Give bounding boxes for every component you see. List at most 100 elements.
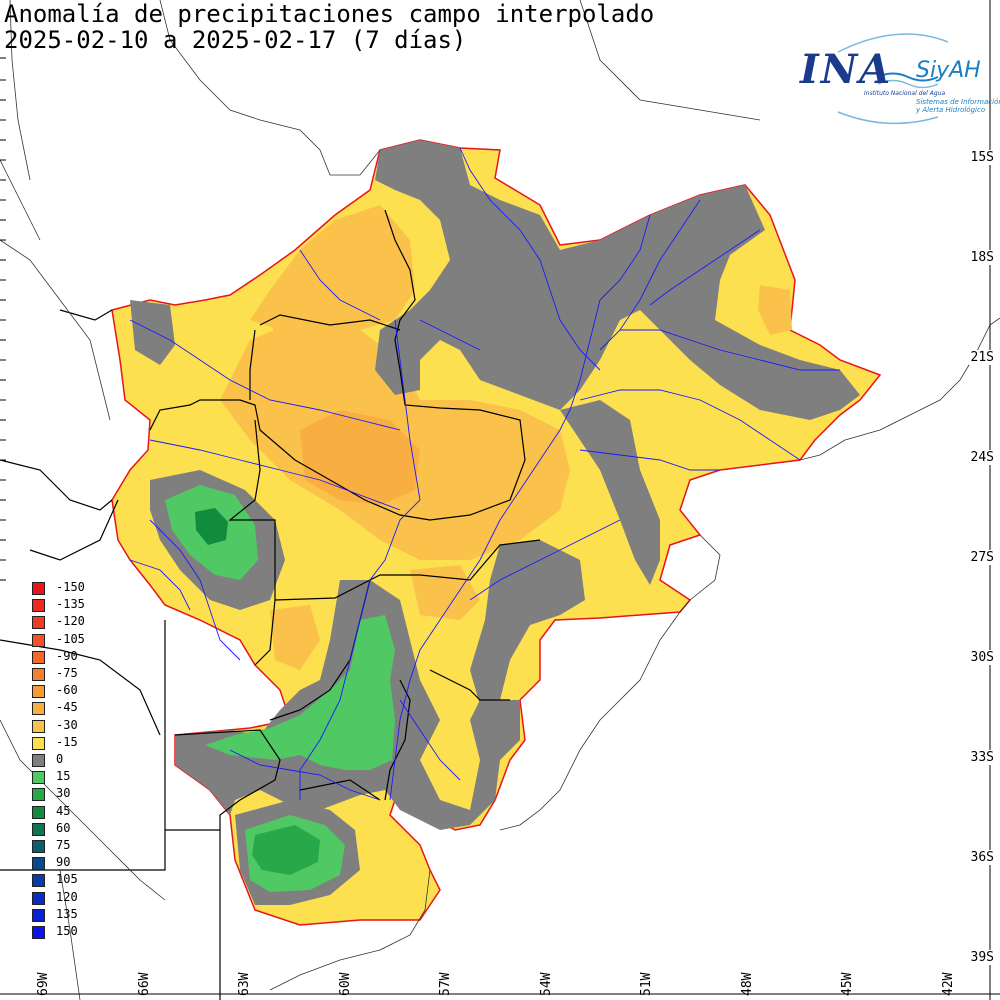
legend-label: -150 bbox=[56, 580, 85, 594]
legend-item: -15 bbox=[32, 735, 92, 752]
legend-swatch bbox=[32, 754, 45, 767]
legend-swatch bbox=[32, 874, 45, 888]
ina-siyah-logo: INA SiyAH Instituto Nacional del Agua Si… bbox=[798, 32, 1000, 128]
longitude-label: 48W bbox=[739, 972, 755, 996]
legend-item: -60 bbox=[32, 683, 92, 700]
legend-item: 120 bbox=[32, 890, 92, 907]
legend-label: -30 bbox=[56, 717, 78, 732]
logo-siyah-text: SiyAH bbox=[916, 58, 981, 83]
longitude-label: 63W bbox=[237, 972, 252, 996]
legend-label: -45 bbox=[56, 700, 78, 715]
longitude-label: 60W bbox=[337, 972, 353, 996]
legend-swatch bbox=[32, 891, 45, 905]
legend-item: -75 bbox=[32, 666, 92, 683]
longitude-label: 69W bbox=[36, 972, 51, 996]
legend-item: -90 bbox=[32, 649, 92, 666]
legend-label: -105 bbox=[56, 631, 85, 646]
legend-label: 150 bbox=[56, 924, 78, 938]
logo-swoosh-icon bbox=[837, 33, 949, 125]
anomaly-orange-west bbox=[270, 320, 305, 350]
legend-label: -90 bbox=[56, 648, 78, 663]
legend-label: 15 bbox=[56, 769, 71, 784]
legend-label: 105 bbox=[56, 872, 78, 887]
map-date-range: 2025-02-10 a 2025-02-17 (7 días) bbox=[4, 26, 467, 54]
legend-item: 60 bbox=[32, 821, 92, 838]
legend-label: 135 bbox=[56, 906, 78, 921]
legend-swatch bbox=[32, 582, 45, 595]
legend-swatch bbox=[32, 599, 45, 613]
logo-system-text: Sistemas de Información y Alerta Hidroló… bbox=[916, 98, 1000, 114]
legend-label: 90 bbox=[56, 855, 71, 870]
legend-item: 150 bbox=[32, 924, 92, 941]
legend-swatch bbox=[32, 908, 45, 922]
map-title: Anomalía de precipitaciones campo interp… bbox=[4, 0, 655, 28]
legend-swatch bbox=[32, 633, 45, 647]
latitude-label: 15S bbox=[968, 150, 996, 165]
legend-label: 45 bbox=[56, 803, 71, 818]
longitude-label: 57W bbox=[438, 972, 453, 996]
legend-label: 120 bbox=[56, 889, 78, 904]
legend-label: 75 bbox=[56, 838, 71, 852]
logo-system-line1: Sistemas de Información bbox=[916, 98, 1000, 106]
anomaly-green-mesopotamia bbox=[205, 615, 395, 770]
anomaly-orange-south bbox=[270, 605, 320, 670]
anomaly-grey-north bbox=[375, 140, 860, 420]
rivers bbox=[129, 147, 840, 801]
anomaly-green-pampa-core bbox=[252, 825, 320, 875]
longitude-label: 45W bbox=[840, 972, 855, 996]
latitude-label: 33S bbox=[968, 750, 996, 765]
legend-item: -120 bbox=[32, 614, 92, 631]
legend-item: 0 bbox=[32, 752, 92, 769]
legend-label: -135 bbox=[56, 597, 85, 612]
latitude-label: 21S bbox=[968, 350, 996, 365]
logo-ina-text: INA bbox=[800, 46, 893, 93]
logo-system-line2: y Alerta Hidrológico bbox=[916, 106, 986, 114]
legend-label: -75 bbox=[56, 666, 78, 680]
latitude-label: 24S bbox=[968, 450, 996, 465]
legend-swatch bbox=[32, 840, 45, 853]
legend-swatch bbox=[32, 719, 45, 733]
latitude-label: 18S bbox=[968, 250, 996, 265]
latitude-label: 30S bbox=[968, 650, 996, 665]
legend-swatch bbox=[32, 650, 45, 664]
legend-label: 30 bbox=[56, 786, 71, 801]
political-borders bbox=[0, 209, 541, 1000]
latitude-label: 39S bbox=[968, 950, 996, 965]
legend-swatch bbox=[32, 685, 45, 699]
legend-item: 15 bbox=[32, 769, 92, 786]
anomaly-green-chaco-core bbox=[195, 508, 228, 545]
longitude-label: 42W bbox=[940, 972, 956, 996]
legend-swatch bbox=[32, 857, 45, 871]
legend-label: -120 bbox=[56, 614, 85, 629]
legend-item: -150 bbox=[32, 580, 92, 597]
legend-label: 60 bbox=[56, 820, 71, 835]
legend-swatch bbox=[32, 668, 45, 681]
legend-swatch bbox=[32, 736, 45, 750]
legend-swatch bbox=[32, 788, 45, 802]
legend-item: 105 bbox=[32, 872, 92, 889]
legend-swatch bbox=[32, 926, 45, 939]
legend-item: -105 bbox=[32, 632, 92, 649]
legend-label: -15 bbox=[56, 734, 78, 749]
anomaly-grey-west bbox=[130, 300, 175, 365]
legend-swatch bbox=[32, 822, 45, 836]
legend-label: 0 bbox=[56, 752, 64, 766]
anomaly-grey-mid bbox=[560, 400, 660, 585]
legend-item: 90 bbox=[32, 855, 92, 872]
legend-item: -45 bbox=[32, 700, 92, 717]
legend-item: 75 bbox=[32, 838, 92, 855]
longitude-label: 66W bbox=[136, 972, 152, 996]
anomaly-orange-core bbox=[300, 410, 420, 505]
legend-swatch bbox=[32, 616, 45, 630]
legend-item: -30 bbox=[32, 718, 92, 735]
latitude-label: 36S bbox=[968, 850, 996, 865]
legend-swatch bbox=[32, 771, 45, 785]
anomaly-orange-east bbox=[758, 285, 792, 335]
anomaly-orange-north bbox=[250, 205, 415, 330]
legend-item: 30 bbox=[32, 786, 92, 803]
legend-item: 45 bbox=[32, 804, 92, 821]
